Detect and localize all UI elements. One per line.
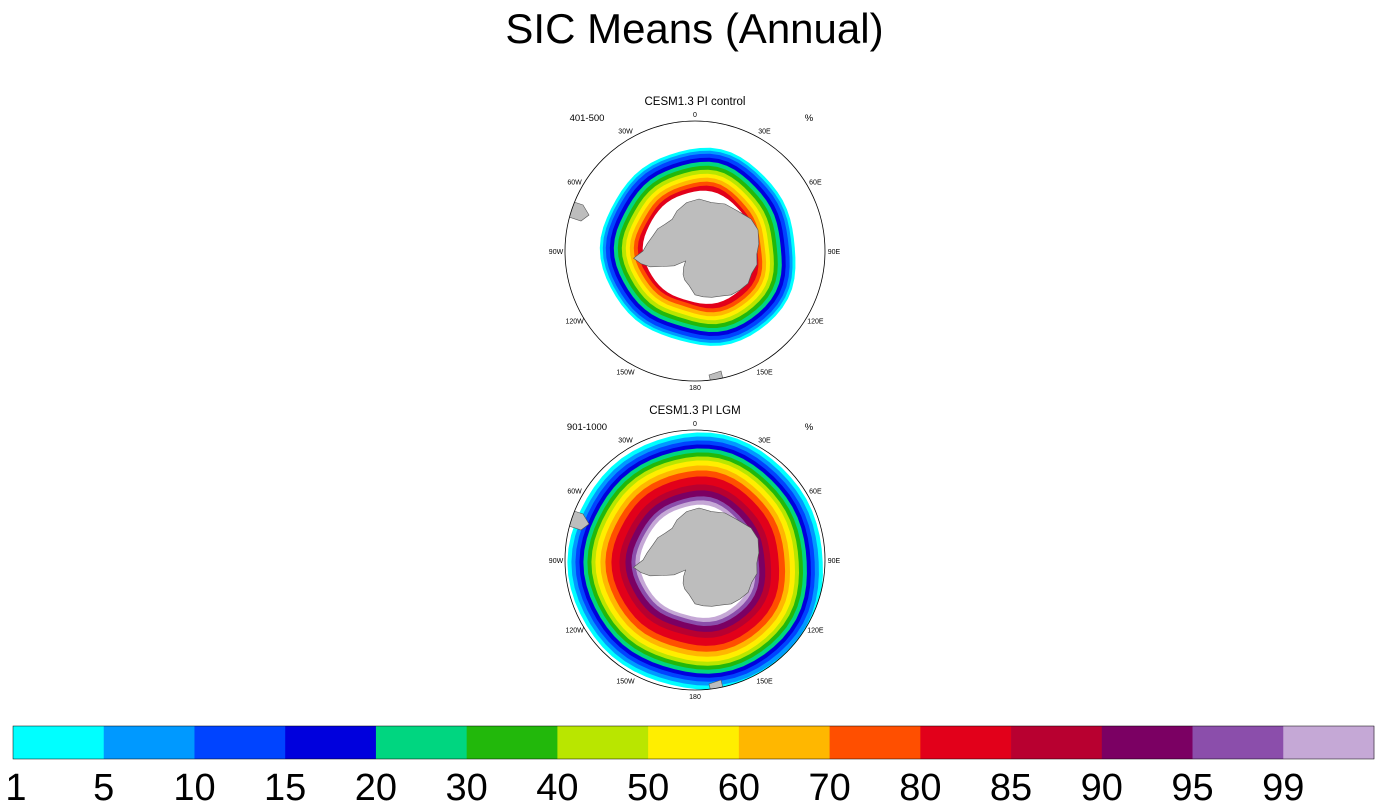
longitude-label: 120E (807, 319, 824, 326)
colorbar-swatch-8 (738, 726, 830, 759)
longitude-label: 0 (693, 421, 697, 428)
colorbar-swatch-13 (1192, 726, 1284, 759)
panel-title: CESM1.3 PI LGM (649, 405, 740, 417)
map-panel-pi-control: CESM1.3 PI control 401-500 % 0 30E 60E 90E 120E… (549, 96, 841, 392)
longitude-label: 30W (618, 129, 633, 136)
colorbar-tick-label: 50 (627, 767, 669, 807)
longitude-label: 60E (809, 180, 822, 187)
colorbar-tick-label: 20 (355, 767, 397, 807)
panel-units: % (805, 422, 814, 433)
colorbar-tick-label: 30 (446, 767, 488, 807)
longitude-label: 150E (756, 678, 773, 685)
colorbar-tick-label: 95 (1171, 767, 1213, 807)
colorbar-swatch-4 (375, 726, 468, 759)
colorbar-tick-label: 1 (5, 767, 26, 807)
colorbar-tick-label: 40 (536, 767, 578, 807)
colorbar-swatch-10 (920, 726, 1012, 759)
longitude-label: 150E (756, 369, 773, 376)
sea-ice-field (567, 432, 823, 690)
longitude-label: 120E (807, 628, 824, 635)
longitude-label: 180 (689, 694, 701, 701)
longitude-label: 150W (616, 678, 635, 685)
longitude-label: 90W (549, 558, 564, 565)
sea-ice-field (568, 147, 796, 381)
colorbar-swatch-2 (194, 726, 286, 759)
panel-title: CESM1.3 PI control (645, 96, 746, 108)
longitude-label: 120W (565, 319, 584, 326)
longitude-label: 0 (693, 112, 697, 119)
colorbar-swatch-3 (285, 726, 377, 759)
longitude-label: 30E (758, 438, 771, 445)
antarctica-landmass (633, 198, 760, 298)
chart-title: SIC Means (Annual) (505, 5, 884, 52)
map-boundary (564, 120, 826, 382)
longitude-label: 30W (618, 438, 633, 445)
longitude-label: 90E (828, 558, 841, 565)
panel-units: % (805, 113, 814, 124)
longitude-label: 150W (616, 369, 635, 376)
panel-period: 901-1000 (567, 422, 607, 433)
colorbar-tick-label: 60 (718, 767, 760, 807)
colorbar-swatch-6 (557, 726, 649, 759)
antarctica-landmass (633, 507, 760, 607)
longitude-label: 120W (565, 628, 584, 635)
colorbar-swatch-1 (103, 726, 195, 759)
longitude-label: 60W (567, 489, 582, 496)
colorbar-swatch-5 (466, 726, 558, 759)
colorbar-swatch-14 (1283, 726, 1375, 759)
panel-period: 401-500 (570, 113, 605, 124)
colorbar-swatch-7 (648, 726, 740, 759)
longitude-label: 90E (828, 249, 841, 256)
colorbar-swatch-0 (13, 726, 105, 759)
colorbar-tick-label: 85 (990, 767, 1032, 807)
longitude-label: 180 (689, 385, 701, 392)
colorbar-tick-label: 15 (264, 767, 306, 807)
colorbar-swatch-12 (1101, 726, 1193, 759)
map-boundary (564, 429, 826, 691)
colorbar-tick-label: 70 (808, 767, 850, 807)
colorbar-frame (12, 725, 1375, 760)
longitude-label: 30E (758, 129, 771, 136)
colorbar-tick-label: 80 (899, 767, 941, 807)
longitude-label: 90W (549, 249, 564, 256)
map-panel-lgm: CESM1.3 PI LGM 901-1000 % 0 30E 60E 90E 120E 150… (549, 405, 841, 701)
colorbar-swatch-11 (1011, 726, 1103, 759)
longitude-label: 60W (567, 180, 582, 187)
colorbar-tick-label: 99 (1262, 767, 1304, 807)
colorbar-swatch-9 (829, 726, 921, 759)
longitude-label: 60E (809, 489, 822, 496)
colorbar-tick-label: 5 (93, 767, 114, 807)
colorbar-tick-label: 90 (1081, 767, 1123, 807)
colorbar-tick-label: 10 (173, 767, 215, 807)
